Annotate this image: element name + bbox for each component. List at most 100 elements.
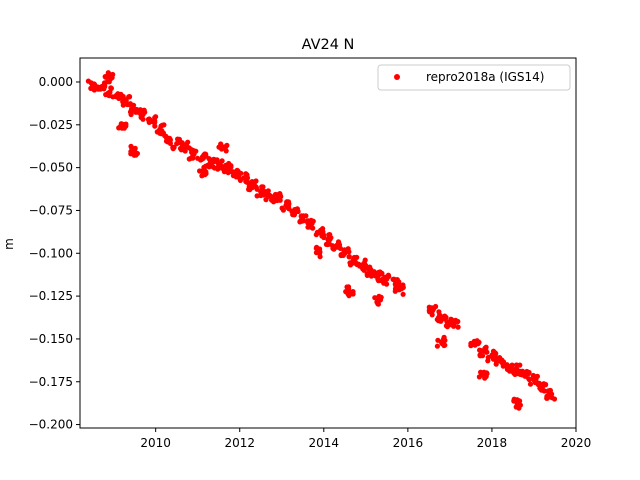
data-point	[385, 272, 391, 278]
data-point	[317, 249, 323, 255]
data-point	[147, 117, 153, 123]
data-point	[360, 266, 366, 272]
y-tick-label: −0.125	[29, 289, 73, 303]
legend: repro2018a (IGS14)	[377, 64, 571, 91]
x-tick-label: 2010	[140, 436, 171, 450]
x-tick-label: 2020	[561, 436, 592, 450]
x-axis-ticks: 2010 2012 2014 2016 2018 2020	[140, 428, 591, 450]
y-tick-label: −0.050	[29, 161, 73, 175]
data-point	[434, 316, 440, 323]
data-point	[246, 186, 252, 192]
data-point	[263, 197, 269, 203]
data-point	[215, 166, 221, 172]
data-point	[364, 272, 370, 278]
data-point	[190, 147, 196, 153]
data-point	[507, 368, 513, 374]
data-points	[85, 70, 558, 411]
y-axis-ticks: 0.000 −0.025 −0.050 −0.075 −0.100 −0.125 −0.15…	[29, 75, 80, 432]
data-point	[97, 86, 103, 92]
data-point	[118, 121, 124, 127]
data-point	[341, 249, 347, 255]
y-tick-label: −0.100	[29, 246, 73, 260]
data-point	[254, 193, 260, 199]
data-point	[538, 387, 545, 393]
data-point	[500, 359, 507, 365]
data-point	[525, 371, 532, 377]
data-point	[105, 90, 111, 96]
data-point	[310, 225, 316, 231]
data-point	[516, 400, 522, 406]
data-point	[238, 170, 244, 176]
data-point	[127, 102, 134, 108]
data-point	[251, 182, 257, 188]
data-point	[372, 295, 378, 301]
data-point	[441, 338, 447, 344]
data-point	[254, 186, 260, 192]
data-point	[435, 337, 441, 343]
data-point	[400, 282, 406, 288]
data-point	[469, 341, 475, 347]
data-point	[106, 79, 112, 85]
data-point	[197, 168, 203, 174]
data-point	[526, 377, 533, 383]
data-point	[102, 83, 108, 90]
data-point	[222, 144, 228, 150]
data-point	[448, 321, 454, 328]
data-point	[284, 199, 290, 205]
data-point	[267, 193, 273, 199]
data-point	[198, 156, 204, 162]
data-point	[442, 342, 448, 348]
data-point	[527, 381, 534, 387]
x-tick-label: 2018	[477, 436, 508, 450]
data-point	[344, 284, 350, 290]
data-point	[444, 319, 450, 325]
data-point	[116, 125, 122, 131]
data-point	[225, 162, 231, 168]
data-point	[214, 157, 220, 163]
data-point	[477, 352, 483, 358]
data-point	[120, 102, 126, 108]
data-point	[544, 395, 551, 401]
x-tick-label: 2016	[393, 436, 424, 450]
y-tick-label: −0.175	[29, 375, 73, 389]
data-point	[201, 164, 207, 170]
data-point	[140, 116, 146, 122]
data-point	[157, 130, 163, 136]
data-point	[493, 355, 499, 361]
data-point	[319, 228, 325, 234]
data-point	[367, 264, 373, 270]
data-point	[477, 347, 483, 353]
data-point	[171, 144, 177, 150]
x-tick-label: 2014	[309, 436, 340, 450]
data-point	[308, 217, 314, 223]
data-point	[436, 309, 442, 315]
data-point	[280, 207, 286, 213]
data-point	[347, 262, 354, 268]
data-point	[350, 291, 356, 297]
data-point	[128, 106, 134, 113]
data-point	[519, 372, 525, 378]
data-point	[274, 197, 280, 204]
data-point	[336, 240, 342, 246]
data-point	[180, 143, 186, 149]
data-point	[142, 109, 148, 115]
data-point	[535, 381, 541, 388]
data-point	[484, 371, 490, 377]
data-point	[167, 140, 173, 146]
data-point	[185, 139, 191, 145]
data-point	[324, 241, 331, 248]
data-point	[354, 254, 360, 260]
data-point	[128, 149, 134, 155]
data-point	[547, 387, 553, 394]
data-point	[113, 94, 119, 100]
legend-marker	[394, 74, 400, 80]
data-point	[182, 148, 188, 154]
data-point	[372, 271, 378, 277]
data-point	[504, 363, 511, 369]
data-point	[453, 317, 459, 323]
data-point	[128, 111, 134, 118]
data-point	[511, 398, 517, 404]
data-point	[300, 216, 306, 222]
data-point	[334, 244, 340, 250]
